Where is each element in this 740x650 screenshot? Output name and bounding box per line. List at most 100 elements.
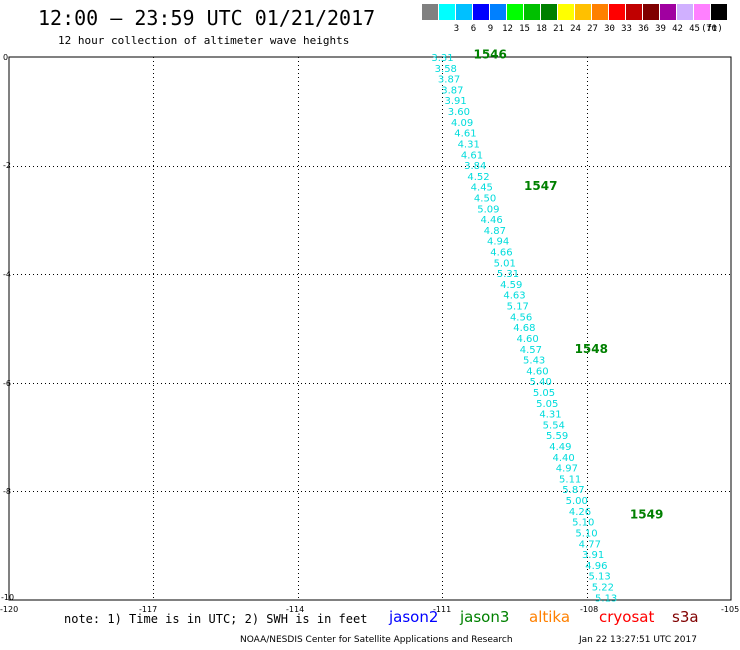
legend-swatch (609, 4, 626, 20)
legend-swatch (456, 4, 473, 20)
legend-label: 15 (519, 24, 530, 34)
swh-value: 4.52 (467, 172, 489, 183)
credit-text: NOAA/NESDIS Center for Satellite Applica… (240, 635, 513, 645)
swh-value: 5.31 (497, 269, 519, 280)
swh-value: 4.66 (490, 248, 512, 259)
swh-value: 5.22 (592, 582, 614, 593)
legend-swatch (473, 4, 490, 20)
swh-value: 4.61 (454, 129, 476, 140)
swh-value: 4.68 (513, 323, 535, 334)
legend-swatch (439, 4, 456, 20)
satellite-label-cryosat: cryosat (599, 608, 655, 626)
legend-label: 30 (604, 24, 615, 34)
swh-value: 5.11 (559, 474, 581, 485)
legend-label: 12 (502, 24, 513, 34)
lon-tick-label: -120 (0, 605, 18, 614)
lon-tick-label: -114 (286, 605, 304, 614)
swh-value: 4.96 (585, 561, 607, 572)
swh-value: 4.94 (487, 237, 509, 248)
swh-value: 3.87 (438, 75, 460, 86)
legend-label: 42 (672, 24, 683, 34)
lat-tick-label: -10 (1, 593, 14, 602)
legend-label: 36 (638, 24, 649, 34)
swh-value: 5.59 (546, 431, 568, 442)
map-subtitle: 12 hour collection of altimeter wave hei… (58, 34, 350, 47)
swh-value: 4.26 (569, 507, 591, 518)
legend-label: 9 (487, 24, 494, 34)
legend-swatch (592, 4, 609, 20)
legend-swatch (711, 4, 728, 20)
lat-tick-label: -6 (3, 379, 11, 388)
legend-label: 3 (453, 24, 460, 34)
swh-value: 5.05 (533, 388, 555, 399)
swh-value: 3.91 (582, 550, 604, 561)
swh-value: 4.97 (556, 464, 578, 475)
lat-tick-label: 0 (3, 53, 8, 62)
swh-value: 4.60 (526, 366, 548, 377)
swh-value: 3.58 (435, 64, 457, 75)
legend-swatch (422, 4, 439, 20)
swh-value: 5.01 (494, 258, 516, 269)
swh-value: 4.56 (510, 312, 532, 323)
legend-swatch (660, 4, 677, 20)
legend-swatch (677, 4, 694, 20)
swh-value: 4.63 (503, 291, 525, 302)
swh-value: 4.60 (516, 334, 538, 345)
lon-tick-label: -117 (139, 605, 157, 614)
swh-value: 4.45 (471, 183, 493, 194)
legend-label: 27 (587, 24, 598, 34)
swh-value: 5.13 (588, 572, 610, 583)
satellite-label-jason3: jason3 (460, 608, 510, 626)
swh-value: 4.09 (451, 118, 473, 129)
satellite-label-altika: altika (529, 608, 571, 626)
swh-value: 4.49 (549, 442, 571, 453)
legend-swatch (626, 4, 643, 20)
legend-label: 39 (655, 24, 666, 34)
swh-value: 5.13 (595, 593, 617, 604)
map-frame (8, 56, 732, 601)
lat-tick-label: -2 (3, 161, 11, 170)
pass-number-label: 1548 (575, 342, 608, 356)
timestamp-text: Jan 22 13:27:51 UTC 2017 (579, 635, 697, 645)
satellite-label-s3a: s3a (672, 608, 699, 626)
legend-swatch (575, 4, 592, 20)
legend-swatch (507, 4, 524, 20)
swh-value: 5.54 (543, 420, 565, 431)
lon-tick-label: -108 (580, 605, 598, 614)
lat-tick-label: -4 (3, 270, 11, 279)
satellite-label-jason2: jason2 (389, 608, 439, 626)
swh-value: 5.43 (523, 356, 545, 367)
map-title: 12:00 – 23:59 UTC 01/21/2017 (38, 6, 376, 30)
swh-value: 4.77 (579, 539, 601, 550)
legend-swatch (558, 4, 575, 20)
swh-value: 4.50 (474, 193, 496, 204)
swh-value: 4.59 (500, 280, 522, 291)
swh-value: 4.57 (520, 345, 542, 356)
legend-swatch (541, 4, 558, 20)
swh-value: 5.10 (572, 518, 594, 529)
legend-label: 18 (536, 24, 547, 34)
pass-number-label: 1549 (630, 508, 663, 522)
swh-value: 4.46 (480, 215, 502, 226)
legend-label: 70 (706, 24, 717, 34)
swh-value: 4.61 (461, 150, 483, 161)
pass-number-label: 1547 (524, 179, 557, 193)
legend-swatch (490, 4, 507, 20)
swh-value: 5.40 (530, 377, 552, 388)
legend-swatch (694, 4, 711, 20)
swh-value: 5.05 (536, 399, 558, 410)
swh-value: 3.60 (448, 107, 470, 118)
swh-value: 5.00 (566, 496, 588, 507)
pass-number-label: 1546 (473, 47, 506, 61)
legend-unit: (ft) (701, 24, 723, 34)
legend-label: 33 (621, 24, 632, 34)
swh-value: 5.17 (507, 302, 529, 313)
swh-value: 3.31 (431, 53, 453, 64)
legend-label: 21 (553, 24, 564, 34)
legend-swatch (643, 4, 660, 20)
swh-value: 4.40 (552, 453, 574, 464)
swh-value: 5.10 (575, 528, 597, 539)
swh-value: 4.31 (458, 139, 480, 150)
swh-value: 3.91 (444, 96, 466, 107)
